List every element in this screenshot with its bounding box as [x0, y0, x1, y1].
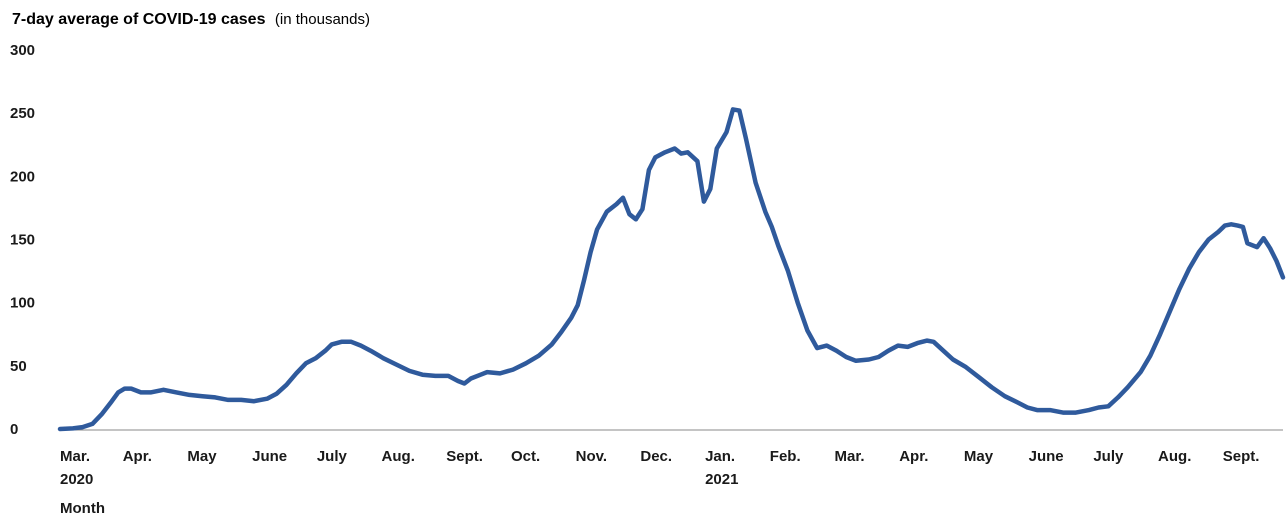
x-tick-label: Apr.	[123, 448, 152, 465]
x-tick-label: Sept.	[1223, 448, 1260, 465]
y-tick-label: 250	[10, 105, 35, 122]
chart-title: 7-day average of COVID-19 cases	[12, 11, 266, 28]
x-tick-label: Nov.	[576, 448, 607, 465]
x-tick-label: Dec.	[640, 448, 672, 465]
x-tick-label: July	[1093, 448, 1124, 465]
x-tick-year-label: 2021	[705, 471, 738, 488]
y-tick-label: 0	[10, 421, 18, 438]
x-axis-ticks: Mar. 2020 Apr. May June July Aug. Sept. Oct. Nov.…	[60, 448, 1259, 488]
x-tick-year-label: 2020	[60, 471, 93, 488]
cases-series-line	[57, 107, 1286, 432]
y-axis-ticks: 0 50 100 150 200 250 300	[10, 42, 35, 438]
x-tick-label: Aug.	[382, 448, 415, 465]
x-tick-label: Feb.	[770, 448, 801, 465]
x-tick-label: Sept.	[446, 448, 483, 465]
x-tick-label: Mar.	[60, 448, 90, 465]
x-tick-label: Mar.	[835, 448, 865, 465]
y-tick-label: 150	[10, 232, 35, 249]
y-tick-label: 200	[10, 168, 35, 185]
x-axis-label: Month	[60, 500, 105, 517]
x-tick-label: June	[252, 448, 287, 465]
x-tick-label: June	[1029, 448, 1064, 465]
x-tick-label: Apr.	[899, 448, 928, 465]
x-tick-label: May	[964, 448, 994, 465]
x-tick-label: May	[187, 448, 217, 465]
y-tick-label: 300	[10, 42, 35, 59]
chart-subtitle: (in thousands)	[275, 11, 370, 28]
x-tick-label: Jan.	[705, 448, 735, 465]
x-tick-label: July	[317, 448, 348, 465]
x-tick-label: Oct.	[511, 448, 540, 465]
chart-title-line: 7-day average of COVID-19 cases (in thou…	[12, 11, 370, 28]
x-tick-label: Aug.	[1158, 448, 1191, 465]
y-tick-label: 100	[10, 295, 35, 312]
y-tick-label: 50	[10, 358, 27, 375]
